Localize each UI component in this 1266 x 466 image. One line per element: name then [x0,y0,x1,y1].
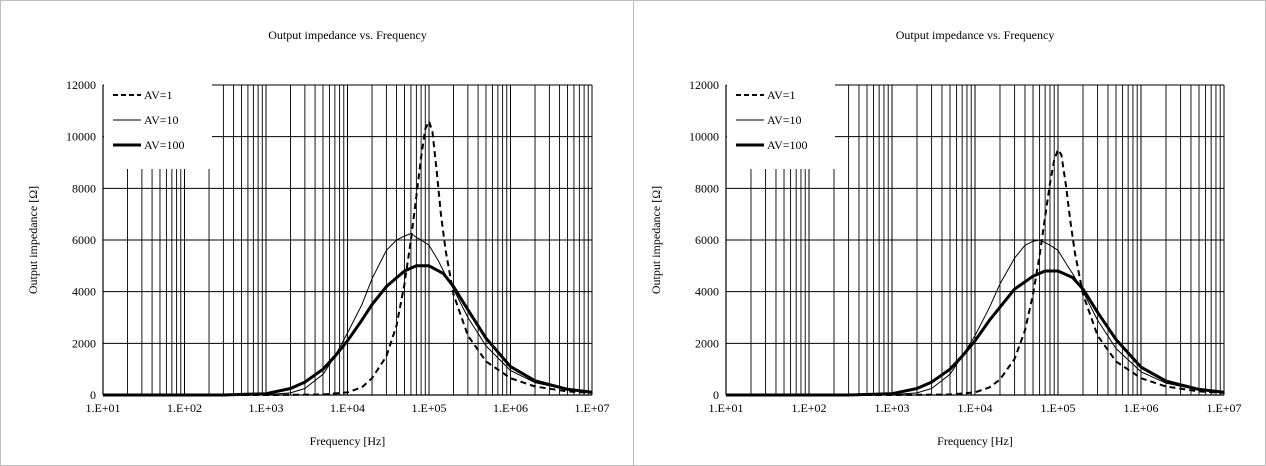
y-axis-label: Output impedance [Ω] [26,186,40,294]
y-tick-label: 8000 [72,181,96,195]
x-axis-label: Frequency [Hz] [310,434,386,448]
chart-panel-left: AV=1 AV=10 AV=100 0 2000 4000 6000 8000 10000 120… [1,1,633,465]
chart-panel-right: AV=1 AV=10 AV=100 0 2000 4000 6000 8000 10000 120… [633,1,1265,465]
legend-label: AV=10 [767,113,802,127]
x-tick-label: 1.E+01 [85,401,120,415]
chart-title: Output impedance vs. Frequency [268,28,427,42]
legend-label: AV=1 [767,88,796,102]
x-tick-label: 1.E+02 [791,401,826,415]
chart-left: AV=1 AV=10 AV=100 0 2000 4000 6000 8000 10000 120… [26,28,610,448]
series-line-av-100 [726,269,1225,397]
y-tick-label: 10000 [66,130,96,144]
chart-title: Output impedance vs. Frequency [896,28,1055,42]
legend-label: AV=10 [144,113,179,127]
series-line-av-100 [103,264,593,397]
x-tick-label: 1.E+06 [1123,401,1158,415]
y-axis-label: Output impedance [Ω] [649,186,663,294]
series-line-av-1 [726,148,1225,396]
x-tick-label: 1.E+03 [874,401,909,415]
x-tick-label: 1.E+07 [1206,401,1241,415]
x-tick-label: 1.E+05 [1040,401,1075,415]
x-tick-label: 1.E+03 [248,401,283,415]
x-tick-label: 1.E+04 [330,401,365,415]
x-tick-label: 1.E+01 [708,401,743,415]
y-tick-label: 6000 [695,233,719,247]
y-tick-label: 12000 [689,78,719,92]
y-tick-label: 12000 [66,78,96,92]
chart-right: AV=1 AV=10 AV=100 0 2000 4000 6000 8000 10000 120… [649,28,1242,448]
legend-label: AV=100 [144,138,185,152]
series-line-av-1 [103,120,593,396]
x-tick-label: 1.E+06 [493,401,528,415]
y-tick-label: 8000 [695,181,719,195]
legend-label: AV=1 [144,88,173,102]
series-line-av-10 [103,233,593,396]
y-tick-label: 4000 [72,285,96,299]
y-tick-label: 4000 [695,285,719,299]
x-tick-label: 1.E+07 [574,401,609,415]
y-tick-label: 0 [713,388,719,402]
y-tick-label: 10000 [689,130,719,144]
y-tick-label: 2000 [695,336,719,350]
series-line-av-10 [726,239,1225,396]
x-axis-label: Frequency [Hz] [937,434,1013,448]
x-tick-label: 1.E+02 [167,401,202,415]
legend-background [104,83,212,169]
x-tick-label: 1.E+04 [957,401,992,415]
x-tick-label: 1.E+05 [411,401,446,415]
y-tick-label: 6000 [72,233,96,247]
legend-label: AV=100 [767,138,808,152]
y-tick-label: 0 [90,388,96,402]
grid-lines [725,84,1225,396]
legend-background [727,83,835,169]
y-tick-label: 2000 [72,336,96,350]
